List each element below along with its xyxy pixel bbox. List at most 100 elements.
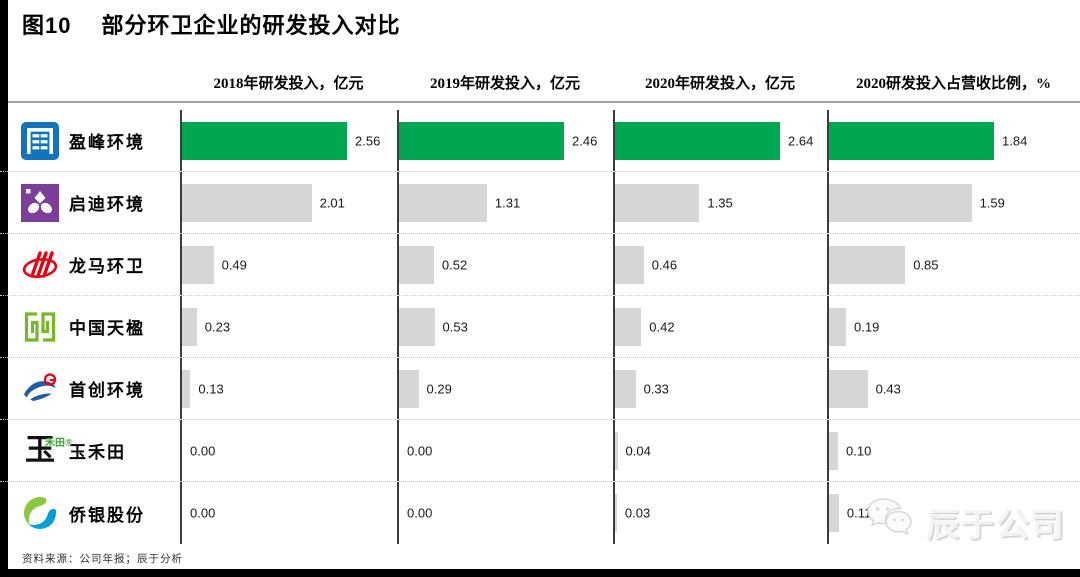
bar-value-label: 0.03: [624, 505, 651, 521]
bar-value-label: 0.46: [651, 257, 678, 272]
bar: [615, 370, 636, 408]
chart-panel: 2.64: [613, 110, 825, 171]
figure-title: 图10 部分环卫企业的研发投入对比: [22, 8, 401, 40]
yuhetian-logo-icon: 玉禾田®: [25, 433, 73, 467]
bar: [829, 308, 846, 346]
header-divider: [8, 101, 1080, 103]
bar-value-label: 0.33: [643, 381, 669, 396]
chart-panel: 0.19: [827, 296, 1078, 357]
bar-value-label: 0.49: [221, 257, 247, 272]
figure-number: 图10: [22, 13, 72, 38]
chart-panel: 0.53: [397, 296, 611, 357]
bar: [182, 246, 214, 284]
chart-row: 启迪环境 2.01 1.31 1.35 1.59: [0, 172, 1080, 234]
bar-value-label: 0.00: [407, 505, 433, 521]
column-header: 2020年研发投入，亿元: [644, 76, 795, 92]
chart-panel: 2.46: [397, 110, 611, 171]
bar: [615, 246, 644, 284]
bar-value-label: 1.59: [979, 195, 1005, 210]
company-label: 启迪环境: [20, 172, 145, 233]
chart-panel: 1.31: [397, 172, 611, 233]
qiaoyin-logo-icon: [20, 493, 60, 533]
bar-value-label: 0.13: [198, 381, 224, 396]
chart-panel: 2.01: [180, 172, 395, 233]
bar-value-label: 0.11: [846, 505, 872, 521]
bar: [182, 308, 197, 346]
chart-panel: 0.43: [827, 358, 1078, 419]
page-title: 部分环卫企业的研发投入对比: [101, 13, 401, 38]
bar-value-label: 0.00: [190, 505, 216, 521]
yingfeng-environment-logo-icon: [20, 121, 60, 161]
chart-row: 侨银股份 0.00 0.00 0.03 0.11: [0, 482, 1080, 544]
bar: [399, 122, 564, 160]
chart-row: 首创环境 0.13 0.29 0.33 0.43: [0, 358, 1080, 420]
bar: [399, 308, 435, 346]
bar-value-label: 2.01: [319, 195, 345, 210]
wechat-icon: [866, 496, 920, 547]
company-label: 龙马环卫: [20, 234, 145, 295]
company-label: 玉禾田® 玉禾田: [20, 420, 126, 481]
bar: [829, 494, 839, 532]
bar-value-label: 0.04: [625, 443, 651, 458]
bar: [829, 246, 906, 284]
bar-value-label: 2.64: [788, 133, 814, 148]
bar-value-label: 0.00: [190, 443, 216, 458]
bar: [399, 246, 434, 284]
company-name: 启迪环境: [69, 195, 145, 214]
bar: [615, 494, 617, 532]
bar-value-label: 0.10: [846, 443, 872, 458]
bar-chart: 盈峰环境 2.56 2.46 2.64 1.84 启迪环境 2.01 1.31 1.35 1.59…: [0, 110, 1080, 544]
bar: [829, 184, 972, 222]
bar-value-label: 2.46: [572, 133, 598, 148]
chart-panel: 1.59: [827, 172, 1078, 233]
company-name: 盈峰环境: [69, 133, 145, 152]
bar-value-label: 0.19: [854, 319, 880, 334]
chart-panel: 0.42: [613, 296, 825, 357]
watermark-text: 辰于公司: [926, 507, 1066, 544]
bar-value-label: 0.23: [204, 319, 231, 334]
bar: [399, 370, 419, 408]
chart-panel: 0.29: [397, 358, 611, 419]
chart-panel: 0.03: [613, 482, 825, 544]
bar: [829, 122, 994, 160]
chart-panel: 0.13: [180, 358, 395, 419]
bar: [615, 308, 642, 346]
bar-value-label: 0.42: [649, 319, 675, 334]
company-label: 首创环境: [20, 358, 145, 419]
chart-panel: 2.56: [180, 110, 395, 171]
bar-value-label: 1.31: [494, 195, 521, 210]
bar: [615, 122, 780, 160]
bar-value-label: 0.43: [875, 381, 901, 396]
company-label: 盈峰环境: [20, 110, 145, 171]
company-label: 侨银股份: [20, 482, 145, 544]
bar: [615, 184, 700, 222]
bar: [182, 184, 312, 222]
chart-panel: 0.00: [180, 420, 395, 481]
column-header: 2019年研发投入，亿元: [429, 76, 580, 92]
watermark: 辰于公司: [866, 496, 1066, 547]
chart-panel: 0.46: [613, 234, 825, 295]
bar: [399, 184, 487, 222]
company-name: 玉禾田: [69, 443, 126, 462]
bar-value-label: 0.00: [407, 443, 433, 458]
chart-panel: 0.11: [827, 482, 1078, 544]
source-note: 资料来源：公司年报；辰于分析: [22, 554, 183, 565]
chart-row: 玉禾田® 玉禾田 0.00 0.00 0.04 0.10: [0, 420, 1080, 482]
company-name: 中国天楹: [69, 319, 145, 338]
bar-value-label: 1.84: [1002, 133, 1028, 148]
bar: [182, 370, 191, 408]
column-header: 2018年研发投入，亿元: [213, 76, 364, 92]
chart-row: 中国天楹 0.23 0.53 0.42 0.19: [0, 296, 1080, 358]
bar-value-label: 0.85: [913, 257, 939, 272]
chart-panel: 0.00: [397, 482, 611, 544]
bar: [182, 122, 347, 160]
bar-value-label: 0.52: [441, 257, 468, 272]
chart-panel: 1.35: [613, 172, 825, 233]
company-name: 首创环境: [69, 381, 145, 400]
bar-value-label: 2.56: [355, 133, 381, 148]
chart-panel: 0.04: [613, 420, 825, 481]
longma-sanitation-logo-icon: [20, 245, 60, 285]
chart-panel: 0.23: [180, 296, 395, 357]
bar: [615, 432, 618, 470]
